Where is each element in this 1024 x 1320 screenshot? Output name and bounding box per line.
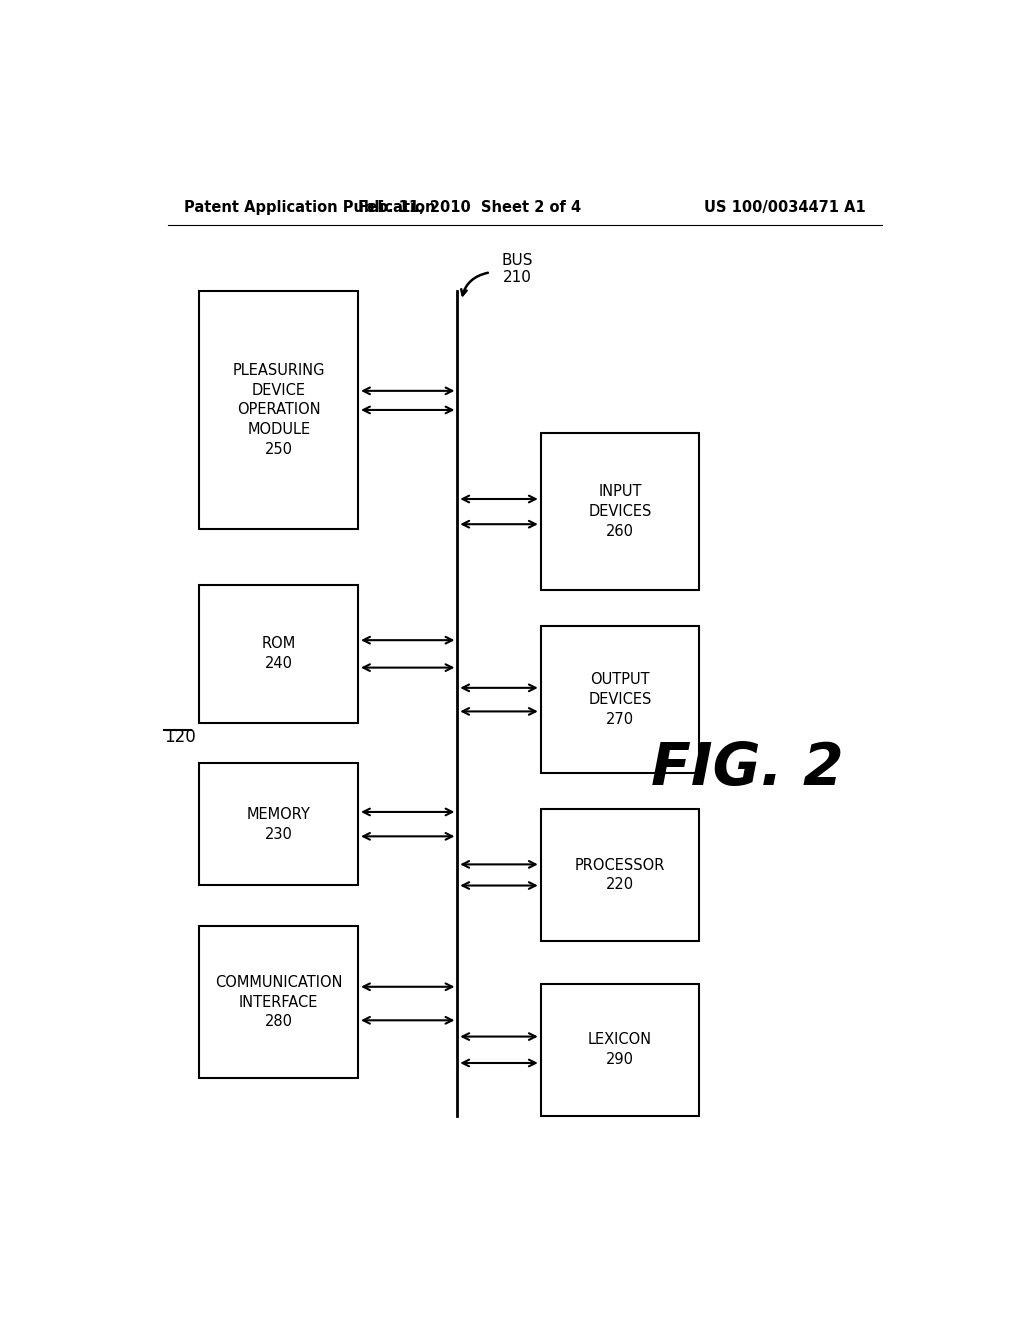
Text: OUTPUT
DEVICES
270: OUTPUT DEVICES 270 — [589, 672, 651, 727]
Text: 120: 120 — [164, 727, 196, 746]
Text: ROM
240: ROM 240 — [262, 636, 296, 672]
Bar — [200, 925, 358, 1078]
Bar — [200, 585, 358, 722]
Text: BUS
210: BUS 210 — [501, 253, 532, 285]
Bar — [200, 763, 358, 886]
Text: COMMUNICATION
INTERFACE
280: COMMUNICATION INTERFACE 280 — [215, 974, 343, 1030]
Bar — [200, 290, 358, 529]
Bar — [541, 983, 699, 1115]
Text: LEXICON
290: LEXICON 290 — [588, 1032, 652, 1067]
Text: US 100/0034471 A1: US 100/0034471 A1 — [705, 199, 866, 215]
Bar — [541, 433, 699, 590]
Bar — [541, 809, 699, 941]
Text: MEMORY
230: MEMORY 230 — [247, 807, 310, 842]
Bar — [541, 626, 699, 774]
Text: Feb. 11, 2010  Sheet 2 of 4: Feb. 11, 2010 Sheet 2 of 4 — [357, 199, 581, 215]
Text: INPUT
DEVICES
260: INPUT DEVICES 260 — [589, 484, 651, 539]
Text: FIG. 2: FIG. 2 — [650, 739, 844, 797]
Text: PROCESSOR
220: PROCESSOR 220 — [574, 858, 666, 892]
Text: PLEASURING
DEVICE
OPERATION
MODULE
250: PLEASURING DEVICE OPERATION MODULE 250 — [232, 363, 325, 457]
Text: Patent Application Publication: Patent Application Publication — [183, 199, 435, 215]
